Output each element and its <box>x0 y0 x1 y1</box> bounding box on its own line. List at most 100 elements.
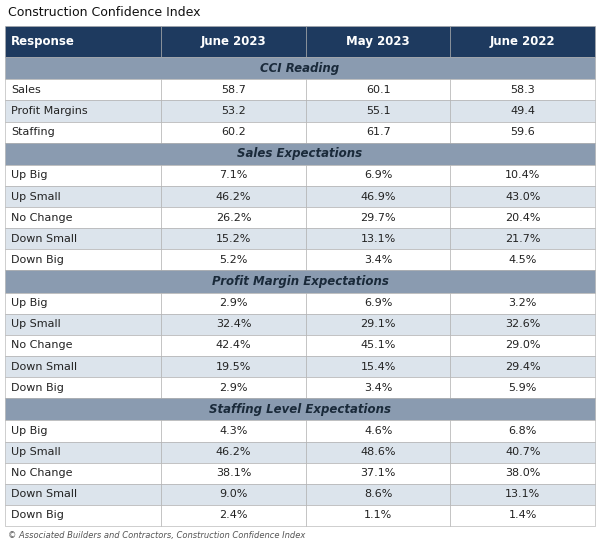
Text: 37.1%: 37.1% <box>361 468 396 478</box>
Bar <box>5 121 161 143</box>
Text: 29.7%: 29.7% <box>361 213 396 222</box>
Text: Staffing: Staffing <box>11 127 55 137</box>
Text: No Change: No Change <box>11 341 73 350</box>
Bar <box>5 207 161 228</box>
Bar <box>306 293 451 314</box>
Text: 59.6: 59.6 <box>511 127 535 137</box>
Bar <box>451 249 595 270</box>
Bar <box>5 79 161 101</box>
Text: 4.6%: 4.6% <box>364 426 392 436</box>
Bar <box>5 421 161 442</box>
Text: 2.9%: 2.9% <box>220 382 248 393</box>
Text: May 2023: May 2023 <box>346 35 410 48</box>
Bar <box>306 377 451 398</box>
Text: Down Big: Down Big <box>11 255 64 265</box>
Text: 46.2%: 46.2% <box>216 447 251 457</box>
Text: 2.4%: 2.4% <box>220 510 248 521</box>
Bar <box>161 442 306 462</box>
Bar <box>161 249 306 270</box>
Text: 40.7%: 40.7% <box>505 447 541 457</box>
Bar <box>306 26 451 57</box>
Text: 1.1%: 1.1% <box>364 510 392 521</box>
Text: Up Small: Up Small <box>11 319 61 329</box>
Bar <box>5 228 161 249</box>
Text: 6.9%: 6.9% <box>364 298 392 308</box>
Text: 3.2%: 3.2% <box>509 298 537 308</box>
Text: 19.5%: 19.5% <box>216 362 251 372</box>
Bar <box>306 101 451 121</box>
Bar <box>5 293 161 314</box>
Bar <box>451 314 595 335</box>
Text: 32.4%: 32.4% <box>216 319 251 329</box>
Bar <box>451 293 595 314</box>
Bar <box>451 186 595 207</box>
Text: Sales Expectations: Sales Expectations <box>238 147 362 160</box>
Bar <box>451 335 595 356</box>
Bar <box>161 207 306 228</box>
Bar <box>5 26 161 57</box>
Text: 42.4%: 42.4% <box>216 341 251 350</box>
Text: Up Small: Up Small <box>11 191 61 202</box>
Bar <box>451 207 595 228</box>
Bar <box>306 186 451 207</box>
Text: 4.3%: 4.3% <box>220 426 248 436</box>
Bar <box>306 207 451 228</box>
Text: 3.4%: 3.4% <box>364 382 392 393</box>
Text: June 2023: June 2023 <box>201 35 266 48</box>
Bar <box>451 228 595 249</box>
Text: 49.4: 49.4 <box>510 106 535 116</box>
Bar <box>161 314 306 335</box>
Bar <box>161 26 306 57</box>
Text: 15.2%: 15.2% <box>216 234 251 244</box>
Bar <box>451 356 595 377</box>
Text: 21.7%: 21.7% <box>505 234 541 244</box>
Text: 43.0%: 43.0% <box>505 191 541 202</box>
Bar <box>5 462 161 484</box>
Bar <box>5 249 161 270</box>
Bar <box>306 228 451 249</box>
Text: 20.4%: 20.4% <box>505 213 541 222</box>
Bar <box>451 462 595 484</box>
Bar <box>451 165 595 186</box>
Text: Staffing Level Expectations: Staffing Level Expectations <box>209 403 391 416</box>
Text: 53.2: 53.2 <box>221 106 246 116</box>
Bar <box>5 356 161 377</box>
Bar <box>161 377 306 398</box>
Bar <box>451 484 595 505</box>
Bar <box>306 421 451 442</box>
Bar <box>5 101 161 121</box>
Text: 60.2: 60.2 <box>221 127 246 137</box>
Text: 29.0%: 29.0% <box>505 341 541 350</box>
Text: 3.4%: 3.4% <box>364 255 392 265</box>
Bar <box>161 484 306 505</box>
Text: Up Big: Up Big <box>11 298 47 308</box>
Bar <box>451 121 595 143</box>
Bar <box>161 462 306 484</box>
Bar <box>5 398 595 421</box>
Bar <box>5 165 161 186</box>
Bar <box>161 293 306 314</box>
Text: Down Small: Down Small <box>11 362 77 372</box>
Bar <box>451 101 595 121</box>
Text: 46.2%: 46.2% <box>216 191 251 202</box>
Bar <box>5 57 595 79</box>
Bar <box>161 79 306 101</box>
Text: 6.9%: 6.9% <box>364 170 392 181</box>
Bar <box>451 377 595 398</box>
Bar <box>161 421 306 442</box>
Text: 2.9%: 2.9% <box>220 298 248 308</box>
Text: 13.1%: 13.1% <box>505 490 541 499</box>
Bar <box>161 165 306 186</box>
Text: 1.4%: 1.4% <box>509 510 537 521</box>
Text: CCI Reading: CCI Reading <box>260 61 340 75</box>
Text: 4.5%: 4.5% <box>509 255 537 265</box>
Bar <box>161 186 306 207</box>
Text: 48.6%: 48.6% <box>361 447 396 457</box>
Bar <box>306 79 451 101</box>
Bar <box>161 505 306 526</box>
Text: 32.6%: 32.6% <box>505 319 541 329</box>
Bar <box>161 335 306 356</box>
Bar <box>306 335 451 356</box>
Text: 46.9%: 46.9% <box>361 191 396 202</box>
Bar <box>5 143 595 165</box>
